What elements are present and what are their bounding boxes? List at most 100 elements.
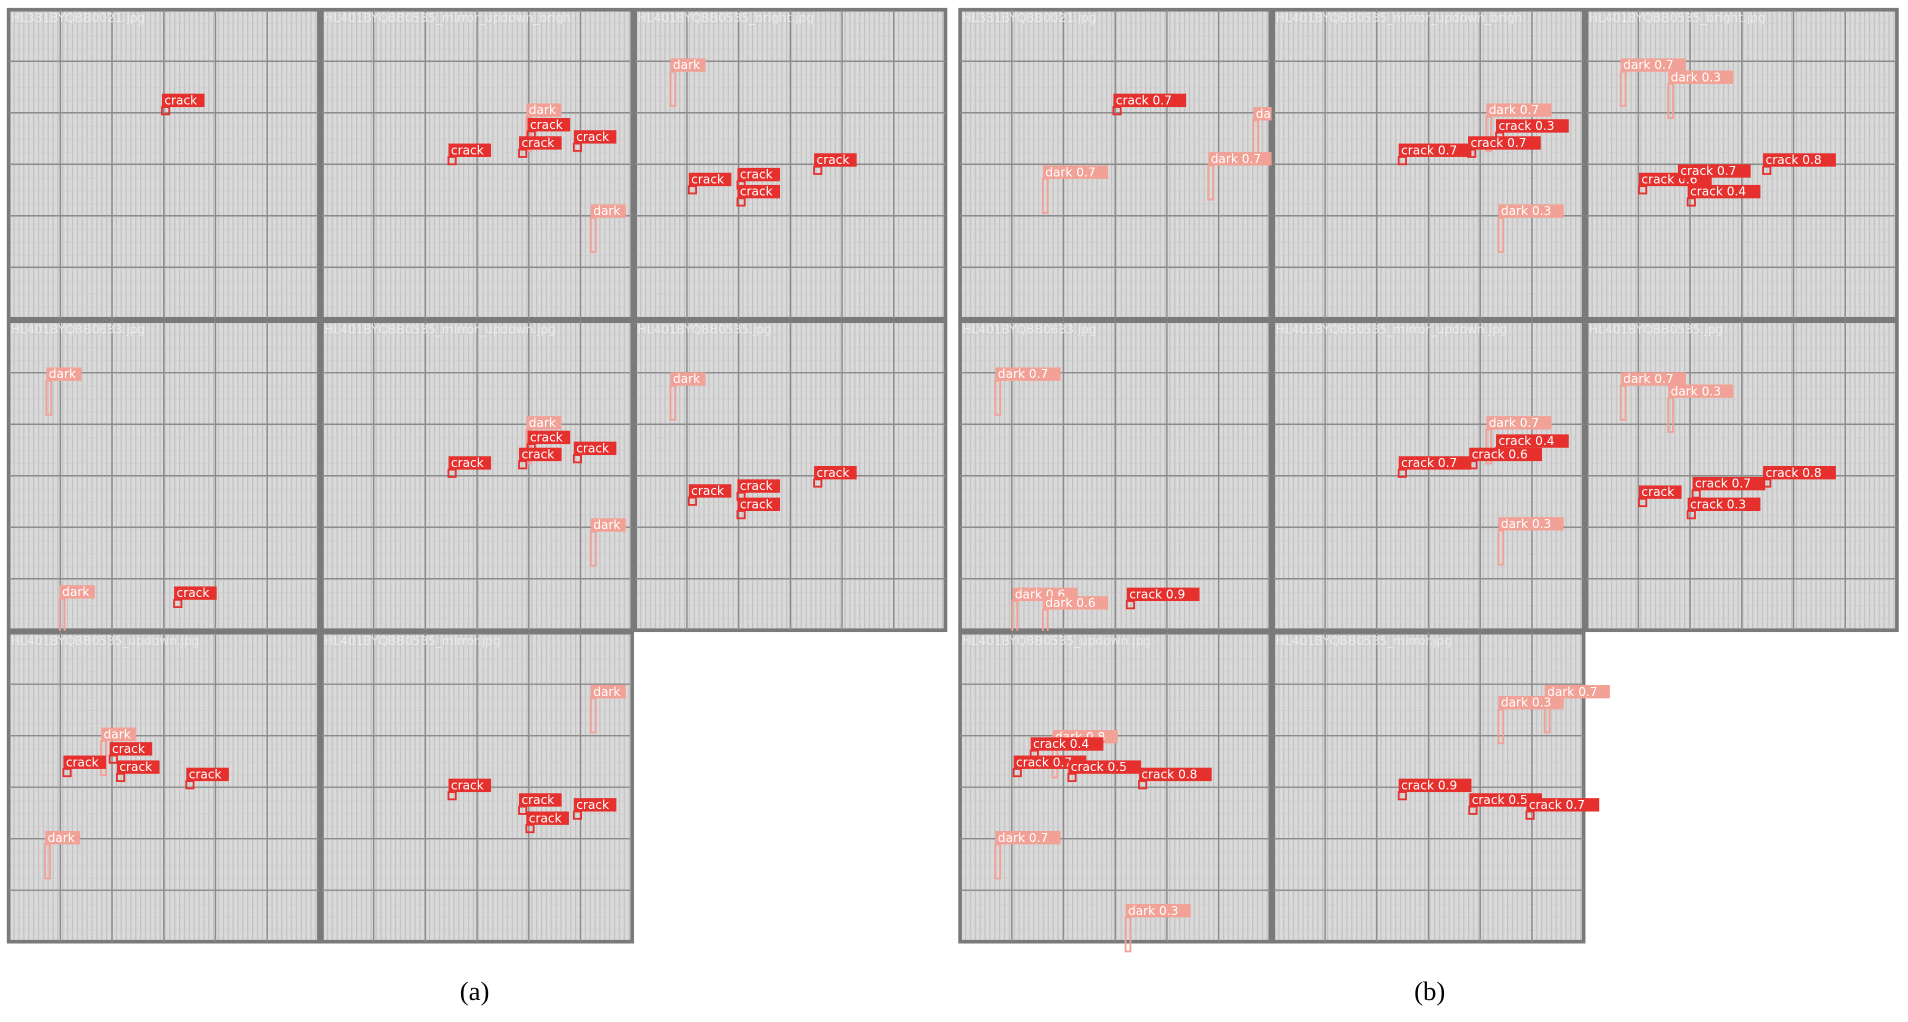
tile: HL401BYQBB0535_mirror_updown_brighdarkcr…: [320, 7, 635, 321]
label-text: crack 0.8: [1766, 466, 1822, 480]
label-text: crack: [119, 760, 152, 774]
file-name: HL401BYQBB0633.jpg: [963, 322, 1097, 336]
label-text: dark 0.3: [1501, 696, 1551, 710]
label-tag: [186, 767, 229, 782]
label-tag: [161, 93, 205, 108]
label-tag: [1620, 58, 1686, 72]
label-tag: [1113, 93, 1187, 108]
file-name: HL401BYQBB0535_updown.jpg: [963, 634, 1151, 648]
label-tag: [573, 798, 617, 812]
label-text: crack 0.7: [1116, 93, 1172, 107]
label-text: crack: [112, 742, 145, 756]
tile: HL331BYQBB0021.jpg crack: [6, 7, 321, 321]
label-text: crack 0.5: [1071, 760, 1127, 774]
label-text: crack: [576, 130, 609, 144]
label-tag: [737, 497, 781, 511]
label-tag: [526, 103, 562, 117]
label-tag: [1668, 70, 1734, 84]
label-tag: [1526, 798, 1600, 812]
label-tag: [1013, 755, 1087, 769]
label-tag: [590, 684, 626, 699]
label-text: dark: [593, 685, 620, 699]
label-text: crack: [691, 484, 724, 498]
label-tag: [1496, 434, 1569, 448]
label-tag: [527, 430, 571, 445]
label-tag: [1125, 903, 1191, 918]
label-tag: [1468, 136, 1541, 150]
label-text: crack: [576, 798, 609, 812]
label-text: dark 0.7: [998, 831, 1048, 845]
label-tag: [1486, 416, 1552, 430]
label-tag: [1498, 517, 1564, 531]
label-tag: [63, 755, 106, 769]
label-tag: [526, 811, 569, 825]
label-tag: [519, 793, 562, 807]
label-text: crack 0.8: [1141, 768, 1197, 782]
label-tag: [1398, 456, 1472, 470]
label-text: dark: [593, 518, 620, 532]
label-tag: [448, 456, 492, 470]
label-tag: [1668, 384, 1734, 398]
label-text: crack: [529, 811, 562, 825]
label-tag: [1469, 447, 1543, 462]
label-text: dark 0.3: [1501, 517, 1551, 531]
label-tag: [1498, 695, 1564, 710]
label-text: crack: [740, 185, 773, 199]
label-text: dark: [49, 367, 76, 381]
label-text: crack 0.6: [1472, 448, 1528, 462]
label-text: crack: [740, 168, 773, 182]
label-text: crack 0.9: [1401, 778, 1457, 792]
label-text: dark: [104, 727, 131, 741]
label-text: dark 0.7: [1045, 165, 1095, 179]
label-tag: [101, 727, 137, 741]
label-tag: [1042, 596, 1109, 610]
label-text: dark: [529, 416, 556, 430]
label-tag: [1253, 107, 1274, 121]
file-name: HL401BYQBB0535_mirror_updown.jpg: [324, 322, 556, 336]
label-tag: [670, 372, 706, 386]
label-tag: [1544, 684, 1610, 699]
label-tag: [1763, 153, 1836, 167]
label-text: crack 0.8: [1766, 153, 1822, 167]
label-text: crack: [451, 456, 484, 470]
label-text: dark 0.3: [1671, 384, 1721, 398]
label-tag: [527, 118, 571, 132]
label-text: dark 0.3: [1128, 904, 1178, 918]
label-tag: [814, 153, 857, 167]
label-text: crack 0.7: [1529, 798, 1585, 812]
label-tag: [1620, 372, 1686, 386]
label-text: crack: [189, 768, 222, 782]
label-tag: [688, 484, 732, 498]
label-tag: [45, 830, 81, 845]
label-text: dark 0.7: [1623, 372, 1673, 386]
label-tag: [1398, 143, 1472, 157]
label-text: crack: [177, 586, 210, 600]
label-tag: [1763, 465, 1836, 480]
caption: (b): [1414, 976, 1445, 1006]
label-tag: [995, 367, 1061, 381]
tile: HL401BYQBB0535.jpg dark crack crack crack cra…: [633, 319, 948, 633]
label-tag: [737, 167, 781, 182]
label-tag: [1498, 204, 1564, 218]
label-tag: [1638, 485, 1682, 499]
label-tag: [590, 204, 626, 218]
label-text: crack 0.7: [1016, 755, 1072, 769]
file-name: HL401BYQBB0633.jpg: [11, 322, 145, 336]
label-text: dark: [673, 372, 700, 386]
label-tag: [1030, 737, 1104, 751]
label-tag: [1208, 152, 1274, 166]
file-name: HL401BYQBB0535.jpg: [638, 322, 772, 336]
file-name: HL401BYQBB0535_mirror.jpg: [1276, 634, 1452, 648]
file-name: HL401BYQBB0535.jpg: [1589, 322, 1723, 336]
label-text: crack: [576, 441, 609, 455]
label-text: dark: [673, 58, 700, 72]
label-text: crack: [691, 173, 724, 187]
